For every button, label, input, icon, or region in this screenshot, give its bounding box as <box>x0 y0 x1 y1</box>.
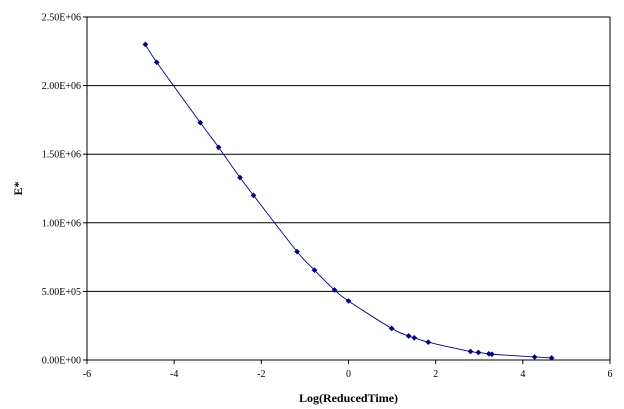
y-tick-label: 2.00E+06 <box>42 81 81 92</box>
data-point <box>294 248 301 255</box>
data-point <box>488 351 495 358</box>
grid-layer <box>87 16 610 292</box>
x-tick-label: 2 <box>433 369 438 380</box>
data-point <box>531 354 538 360</box>
y-tick-label: 1.00E+06 <box>42 218 81 229</box>
axis-layer: 0.00E+00 5.00E+05 1.00E+06 1.50E+06 2.00E+06… <box>42 13 613 381</box>
data-point <box>331 287 338 293</box>
data-point <box>250 192 257 199</box>
x-tick-label: -4 <box>170 369 178 380</box>
data-point <box>142 41 149 48</box>
x-tick-label: 6 <box>608 369 613 380</box>
data-point <box>411 334 418 341</box>
data-point <box>345 298 352 304</box>
y-tick-label: 0.00E+00 <box>42 356 81 367</box>
data-point <box>215 144 222 151</box>
series-layer <box>142 41 555 361</box>
data-point <box>153 59 160 66</box>
x-axis-title: Log(ReducedTime) <box>299 391 398 405</box>
data-point <box>405 333 412 339</box>
data-point <box>548 354 555 361</box>
x-tick-label: 4 <box>520 369 525 380</box>
x-tick-label: -2 <box>257 369 265 380</box>
data-point <box>425 339 432 346</box>
data-point <box>475 349 482 356</box>
data-point <box>237 174 243 181</box>
data-point <box>311 267 318 274</box>
y-tick-label: 2.50E+06 <box>42 13 81 24</box>
data-point <box>197 119 204 126</box>
y-tick-label: 5.00E+05 <box>42 287 81 298</box>
x-tick-label: -6 <box>83 369 91 380</box>
y-axis-title: E* <box>11 181 25 195</box>
data-point <box>467 348 474 355</box>
x-tick-label: 0 <box>346 369 351 380</box>
series-line <box>145 44 552 359</box>
data-point <box>388 325 395 332</box>
y-tick-label: 1.50E+06 <box>42 150 81 161</box>
